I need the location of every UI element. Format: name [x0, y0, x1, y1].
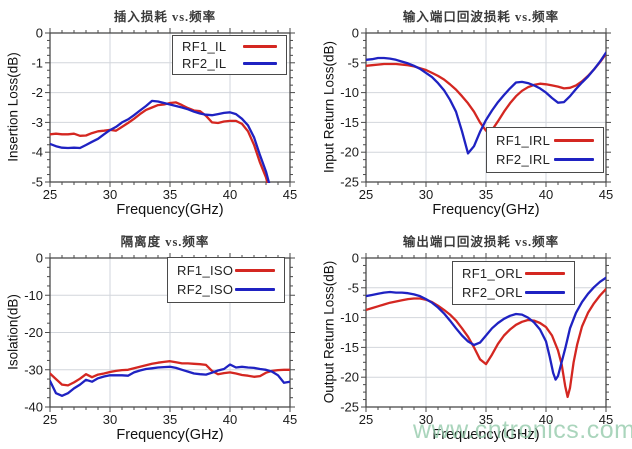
chart-panel-isolation: 隔离度 vs.频率 25 30 35 40 45 0 -10 -20 -30 -40 Isolat… — [0, 225, 316, 449]
legend: RF1_ORL RF2_ORL — [452, 261, 575, 305]
tick-label: 35 — [479, 187, 493, 202]
legend-item: RF2_ORL — [453, 285, 574, 300]
tick-label: -25 — [340, 175, 359, 190]
legend-line-red — [243, 44, 277, 48]
x-axis-label: Frequency(GHz) — [432, 202, 540, 218]
legend-item: RF2_IL — [173, 56, 286, 71]
tick-label: 35 — [163, 412, 177, 427]
y-axis-label: Isolation(dB) — [5, 294, 21, 370]
chart-title: 隔离度 vs.频率 — [120, 235, 210, 249]
tick-label: -5 — [31, 175, 43, 190]
tick-label: -2 — [31, 85, 43, 100]
watermark: www.cntronics.com — [413, 416, 632, 444]
tick-label: -15 — [340, 340, 359, 355]
tick-label: 25 — [43, 187, 57, 202]
legend-item: RF2_IRL — [487, 152, 603, 167]
tick-label: -1 — [31, 55, 43, 70]
tick-label: -5 — [347, 280, 359, 295]
tick-label: 40 — [539, 412, 553, 427]
legend-item: RF1_ORL — [453, 266, 574, 281]
tick-label: 45 — [283, 412, 297, 427]
tick-label: 35 — [479, 412, 493, 427]
tick-label: -30 — [24, 362, 43, 377]
legend-item: RF2_ISO — [168, 282, 284, 297]
tick-label: 40 — [223, 187, 237, 202]
tick-label: -40 — [24, 400, 43, 415]
tick-label: -25 — [340, 400, 359, 415]
series-RF1_ORL — [366, 287, 606, 399]
legend-label: RF1_IRL — [496, 132, 551, 148]
legend: RF1_ISO RF2_ISO — [167, 257, 285, 303]
y-axis-label: Output Return Loss(dB) — [321, 260, 337, 404]
tick-label: 0 — [36, 26, 43, 41]
chart-title: 输出端口回波损耗 vs.频率 — [402, 235, 560, 249]
tick-label: 0 — [352, 251, 359, 266]
tick-label: 0 — [352, 26, 359, 41]
chart-panel-insertion-loss: 插入损耗 vs.频率 25 30 35 40 45 0 -1 -2 -3 -4 -5 Inserti… — [0, 0, 316, 224]
tick-label: 45 — [599, 187, 613, 202]
tick-label: 45 — [283, 187, 297, 202]
series-RF2_IL — [50, 99, 271, 183]
x-axis-label: Frequency(GHz) — [116, 427, 224, 443]
tick-label: 25 — [359, 187, 373, 202]
tick-label: 0 — [36, 251, 43, 266]
legend-label: RF2_IRL — [496, 152, 551, 168]
legend-label: RF1_IL — [182, 38, 227, 54]
legend-line-blue — [235, 288, 275, 292]
series-RF1_IL — [50, 101, 269, 183]
x-axis-label: Frequency(GHz) — [432, 427, 540, 443]
tick-label: 30 — [103, 187, 117, 202]
tick-label: 30 — [103, 412, 117, 427]
legend-label: RF2_ORL — [462, 285, 523, 300]
legend-label: RF2_IL — [182, 56, 227, 72]
tick-label: 30 — [419, 187, 433, 202]
tick-label: 30 — [419, 412, 433, 427]
tick-label: -20 — [340, 370, 359, 385]
tick-label: 25 — [359, 412, 373, 427]
legend: RF1_IL RF2_IL — [172, 35, 287, 75]
tick-label: -20 — [340, 145, 359, 160]
legend-line-blue — [554, 158, 594, 162]
tick-label: -15 — [340, 115, 359, 130]
tick-label: 40 — [223, 412, 237, 427]
y-axis-label: Input Return Loss(dB) — [321, 40, 337, 174]
legend-line-red — [235, 268, 275, 272]
series-RF2_ORL — [366, 276, 606, 381]
legend-item: RF1_IRL — [487, 133, 603, 148]
tick-label: -3 — [31, 115, 43, 130]
tick-label: 45 — [599, 412, 613, 427]
legend-item: RF1_ISO — [168, 263, 284, 278]
legend-line-blue — [243, 62, 277, 66]
y-axis-label: Insertion Loss(dB) — [5, 52, 21, 162]
series-RF2_ISO — [50, 363, 290, 397]
legend-line-blue — [525, 291, 565, 294]
tick-label: -10 — [340, 85, 359, 100]
chart-title: 输入端口回波损耗 vs.频率 — [402, 10, 560, 24]
x-axis-label: Frequency(GHz) — [116, 202, 224, 218]
tick-label: 25 — [43, 412, 57, 427]
chart-title: 插入损耗 vs.频率 — [113, 10, 217, 24]
tick-label: 35 — [163, 187, 177, 202]
chart-panel-input-return-loss: 输入端口回波损耗 vs.频率 25 30 35 40 45 0 -5 -10 -15 -20 -25… — [316, 0, 632, 224]
tick-label: -4 — [31, 145, 43, 160]
tick-label: 40 — [539, 187, 553, 202]
tick-label: -5 — [347, 55, 359, 70]
legend-label: RF1_ORL — [462, 266, 523, 281]
series-RF1_ISO — [50, 360, 290, 387]
legend-label: RF2_ISO — [177, 282, 234, 298]
plot-input-return-loss: 25 30 35 40 45 0 -5 -10 -15 -20 -25 — [340, 26, 613, 203]
legend-label: RF1_ISO — [177, 262, 234, 278]
series-RF2_IRL — [366, 51, 606, 155]
tick-label: -10 — [340, 310, 359, 325]
chart-panel-output-return-loss: 输出端口回波损耗 vs.频率 25 30 35 40 45 0 -5 -10 -15 -20 -25… — [316, 225, 632, 449]
plot-insertion-loss: 25 30 35 40 45 0 -1 -2 -3 -4 -5 — [31, 26, 297, 203]
tick-label: -20 — [24, 325, 43, 340]
legend-line-red — [554, 138, 594, 142]
legend: RF1_IRL RF2_IRL — [486, 127, 604, 173]
legend-item: RF1_IL — [173, 39, 286, 54]
tick-label: -10 — [24, 288, 43, 303]
legend-line-red — [525, 272, 565, 275]
